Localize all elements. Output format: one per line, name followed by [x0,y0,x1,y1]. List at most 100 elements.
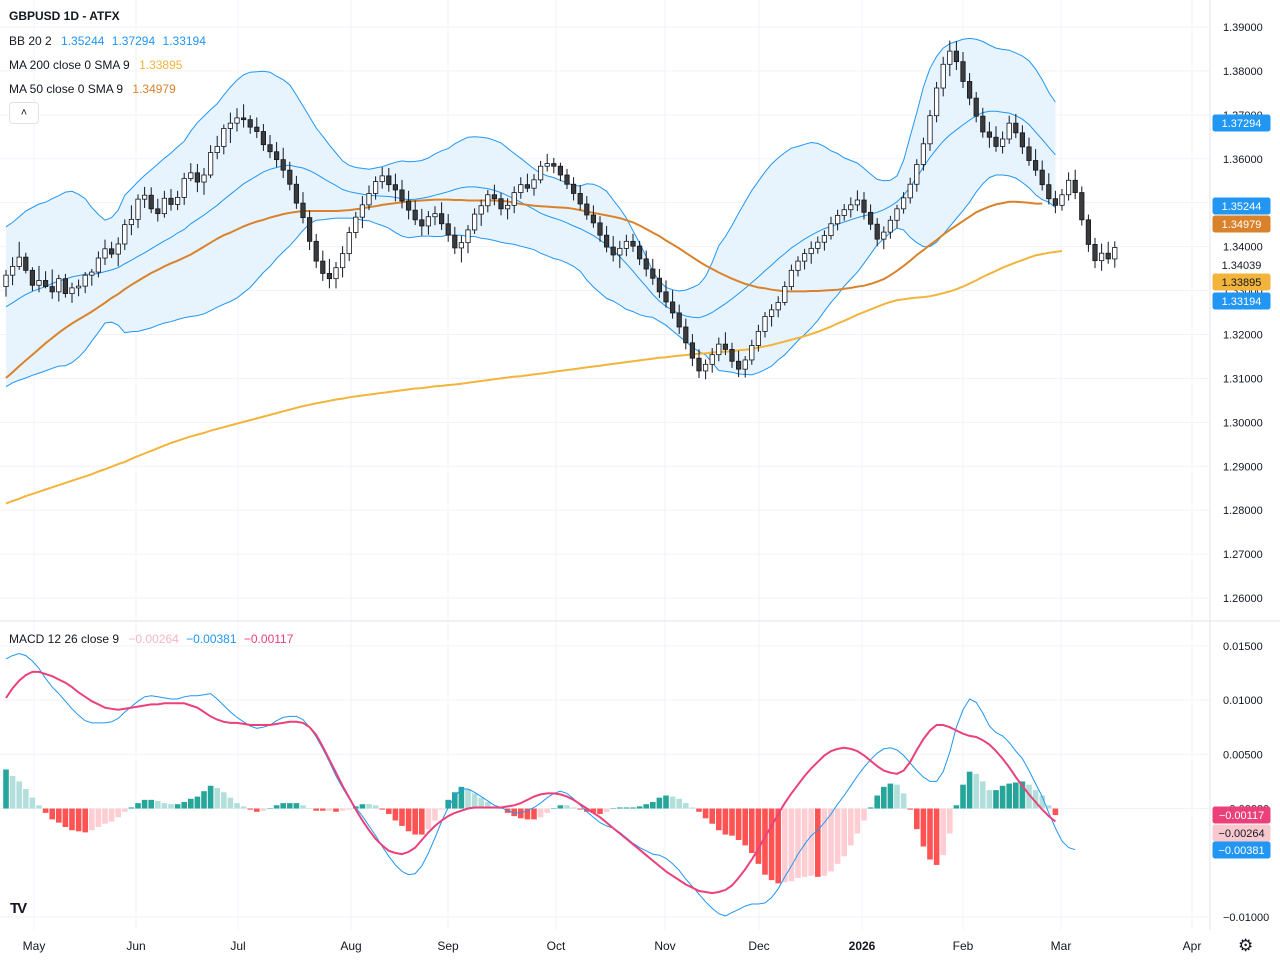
price-tick-label: 1.31000 [1223,373,1263,385]
candle [637,240,643,266]
macd-histogram-bar [894,784,900,809]
candle [531,174,537,196]
candle-body [379,175,385,182]
candle [795,256,801,277]
candle [518,177,524,199]
macd-histogram-bar [280,803,286,809]
macd-histogram-bar [458,786,465,809]
candle-body [359,204,366,218]
macd-histogram-bar [82,808,88,833]
candle [478,199,484,226]
candle-body [386,175,392,186]
tradingview-logo[interactable]: TV [10,900,27,917]
candle-body [617,247,623,256]
candle [372,176,379,200]
candle [287,161,293,191]
candle-body [874,223,880,240]
candle-body [300,202,306,219]
candle [313,233,319,269]
gear-icon[interactable]: ⚙ [1238,936,1254,955]
price-tag: 1.35244 [1212,197,1271,215]
macd-histogram-bar [16,781,22,809]
candle-body [254,126,260,132]
macd-histogram-bar [762,808,768,875]
bb-upper-value: 1.37294 [111,34,156,48]
price-tag: 1.37294 [1212,114,1271,132]
macd-legend[interactable]: MACD 12 26 close 9 −0.00264 −0.00381 −0.… [9,632,297,646]
candle-body [650,268,656,279]
candle-body [333,267,339,280]
candle-body [577,193,583,205]
candle [254,117,260,139]
candle-body [749,345,755,361]
macd-histogram-bar [56,808,62,823]
ma50-legend[interactable]: MA 50 close 0 SMA 9 1.34979 [9,82,180,96]
macd-histogram-bar [438,808,445,810]
macd-histogram-bar [597,808,603,814]
candle-body [551,163,557,167]
macd-histogram-bar [702,808,709,819]
candle [16,241,22,270]
candle [412,200,418,226]
macd-histogram-bar [1026,784,1032,809]
macd-histogram-bar [95,808,102,827]
candle-body [1013,122,1019,134]
time-tick-label: Dec [748,939,769,953]
price-axis[interactable]: 1.390001.380001.370001.360001.350001.340… [1212,22,1271,605]
candle-body [597,222,603,236]
candle [788,264,795,291]
candle [1112,241,1118,268]
candle [498,193,504,216]
candle [828,216,834,240]
price-tag-text: 1.33194 [1222,296,1262,308]
candle-body [155,208,161,215]
candle [76,279,82,297]
candle-body [425,216,432,227]
candle [709,348,715,373]
candle-body [207,152,214,176]
symbol-title[interactable]: GBPUSD 1D - ATFX [9,9,120,23]
candle-body [815,241,821,249]
candle [247,115,253,134]
candle [577,185,583,211]
candle-body [564,174,570,185]
candle [1026,137,1032,166]
candle [194,164,200,193]
macd-histogram-bar [1046,805,1052,809]
candle [967,73,973,106]
collapse-legend-button[interactable]: ˄ [9,102,39,124]
candle-body [656,277,663,293]
macd-histogram-bar [412,808,418,835]
candle-body [471,213,478,231]
macd-histogram-bar [874,795,880,809]
candle [696,349,702,378]
candle [1079,186,1085,226]
candle [854,190,861,212]
macd-histogram-bar [511,808,517,817]
ma200-legend[interactable]: MA 200 close 0 SMA 9 1.33895 [9,58,186,72]
bollinger-bands [5,37,1056,388]
candle [240,104,247,128]
candle [3,269,9,297]
candle-body [43,280,49,287]
candle-body [511,192,517,206]
candle-body [23,256,29,271]
time-axis[interactable]: May Jun Jul Aug Sep Oct Nov Dec 2026 Feb Mar Apr [23,939,1202,953]
candle [782,281,788,306]
bb-legend[interactable]: BB 20 2 1.35244 1.37294 1.33194 [9,34,210,48]
macd-axis[interactable]: 0.015000.010000.00500−0.00000−0.01000−0.… [1212,641,1271,924]
candle [584,196,590,220]
candle [907,177,913,204]
candle [551,157,557,174]
candle [234,108,240,132]
candle-body [1026,146,1032,161]
candle [1072,169,1078,200]
bb-fill [6,38,1056,387]
candle-body [419,219,425,227]
macd-tag-text: −0.00117 [1219,810,1264,822]
candle [207,145,214,179]
price-tick-label: 1.27000 [1223,549,1263,561]
candle-body [683,326,689,344]
price-tag-text: 1.37294 [1222,118,1262,130]
